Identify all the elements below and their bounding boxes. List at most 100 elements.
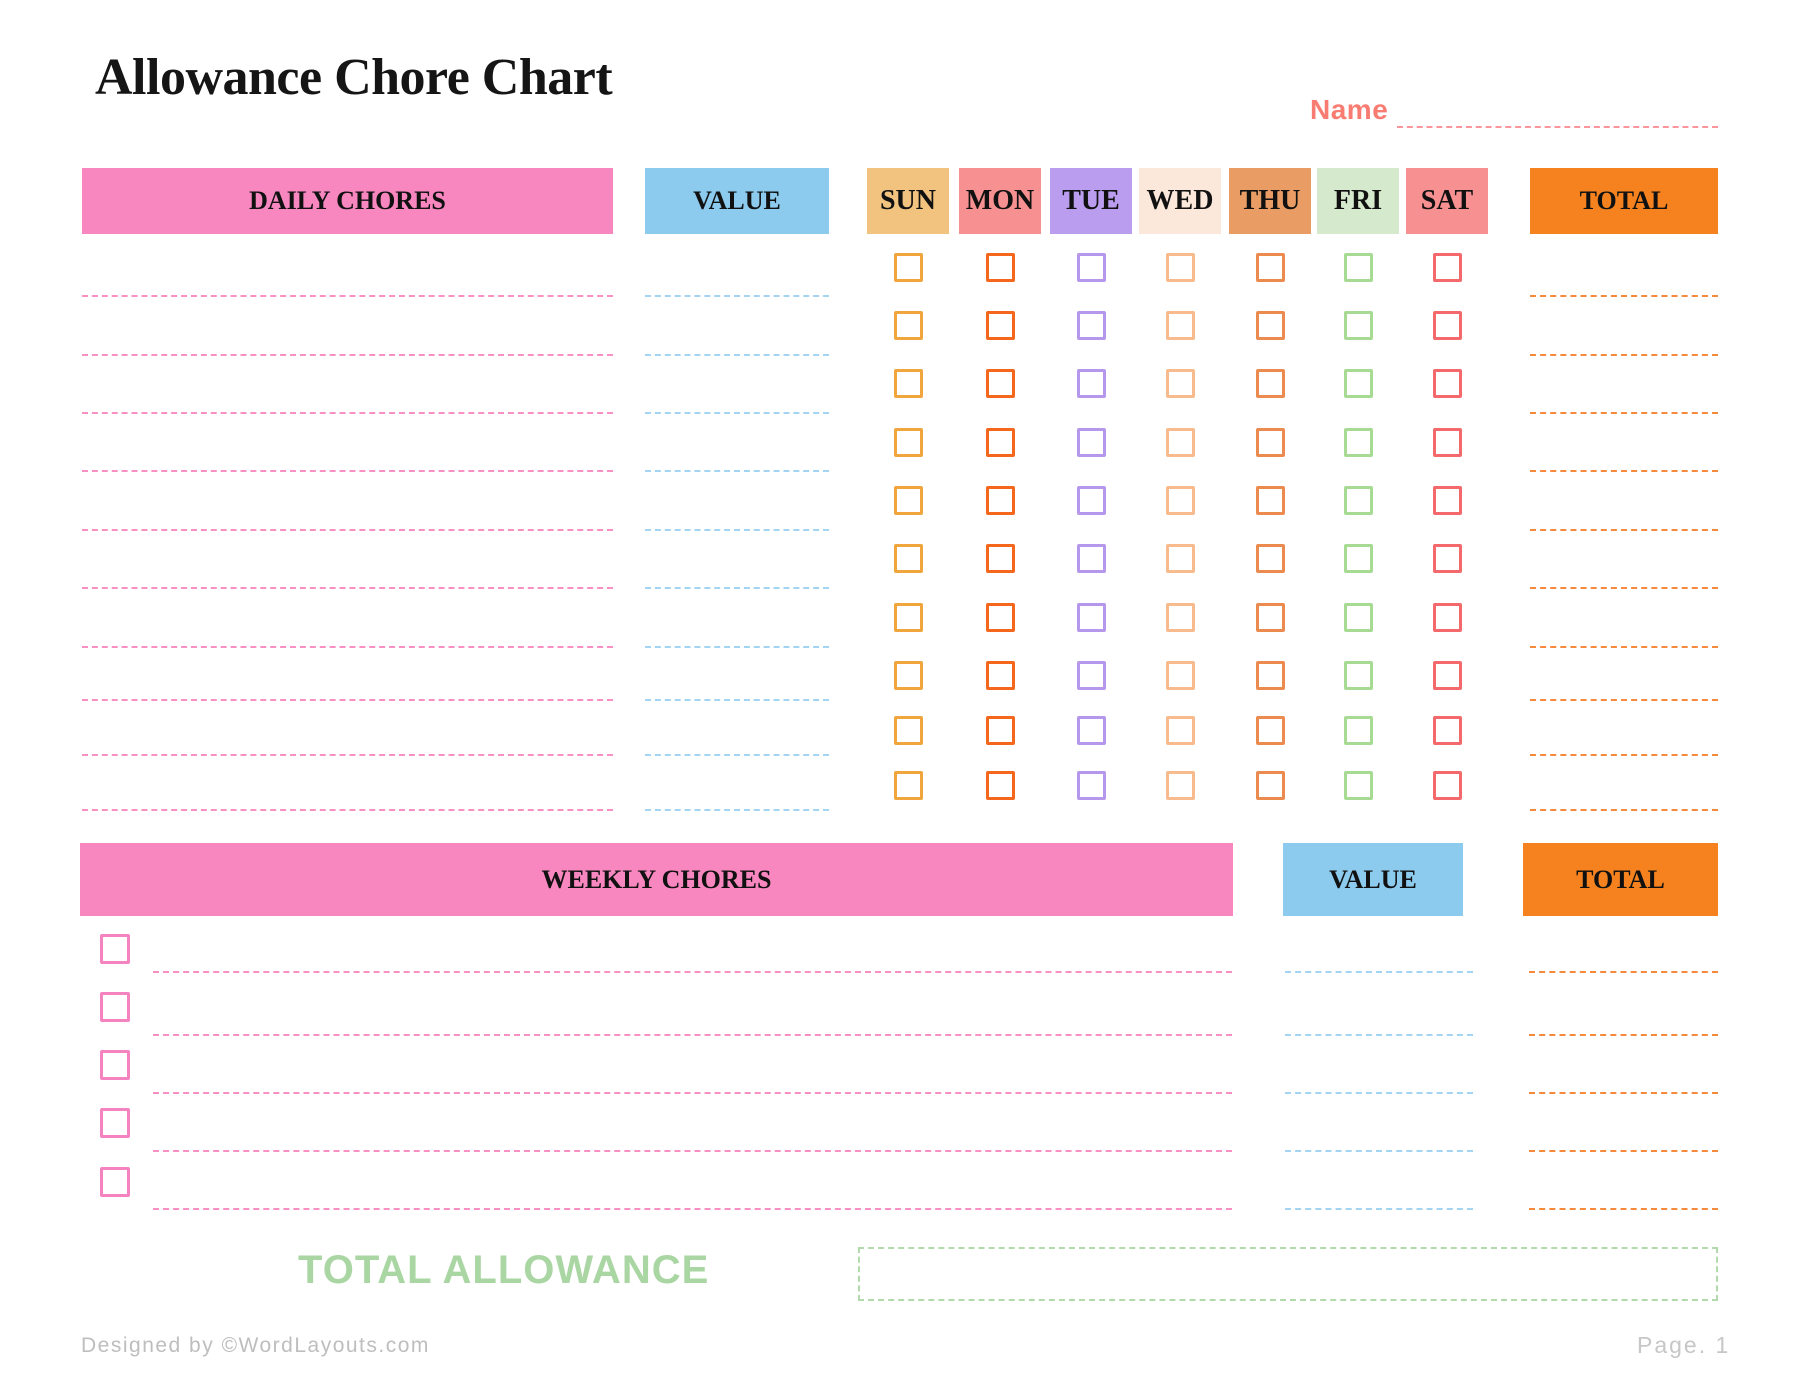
daily-value-line[interactable]	[645, 412, 829, 414]
daily-checkbox-sat-row10[interactable]	[1432, 771, 1462, 800]
daily-total-line[interactable]	[1530, 412, 1718, 414]
daily-total-line[interactable]	[1530, 699, 1718, 701]
daily-checkbox-sat-row7[interactable]	[1432, 603, 1462, 632]
daily-value-line[interactable]	[645, 699, 829, 701]
weekly-checkbox-row2[interactable]	[100, 992, 130, 1022]
daily-checkbox-thu-row5[interactable]	[1255, 486, 1285, 515]
weekly-value-line[interactable]	[1285, 1208, 1473, 1210]
weekly-chore-line[interactable]	[153, 1092, 1232, 1094]
weekly-value-line[interactable]	[1285, 971, 1473, 973]
daily-chore-line[interactable]	[82, 646, 613, 648]
daily-checkbox-fri-row3[interactable]	[1343, 369, 1373, 398]
daily-checkbox-wed-row9[interactable]	[1165, 716, 1195, 745]
weekly-value-line[interactable]	[1285, 1034, 1473, 1036]
daily-checkbox-tue-row5[interactable]	[1076, 486, 1106, 515]
daily-chore-line[interactable]	[82, 470, 613, 472]
daily-checkbox-wed-row8[interactable]	[1165, 661, 1195, 690]
daily-value-line[interactable]	[645, 754, 829, 756]
daily-checkbox-sat-row4[interactable]	[1432, 428, 1462, 457]
daily-chore-line[interactable]	[82, 529, 613, 531]
daily-checkbox-tue-row7[interactable]	[1076, 603, 1106, 632]
daily-checkbox-fri-row1[interactable]	[1343, 253, 1373, 282]
daily-checkbox-wed-row1[interactable]	[1165, 253, 1195, 282]
weekly-chore-line[interactable]	[153, 1208, 1232, 1210]
daily-checkbox-thu-row6[interactable]	[1255, 544, 1285, 573]
daily-checkbox-wed-row10[interactable]	[1165, 771, 1195, 800]
weekly-total-line[interactable]	[1529, 1034, 1718, 1036]
daily-total-line[interactable]	[1530, 295, 1718, 297]
daily-checkbox-tue-row9[interactable]	[1076, 716, 1106, 745]
daily-checkbox-wed-row4[interactable]	[1165, 428, 1195, 457]
daily-chore-line[interactable]	[82, 412, 613, 414]
weekly-total-line[interactable]	[1529, 1150, 1718, 1152]
daily-checkbox-mon-row3[interactable]	[985, 369, 1015, 398]
daily-chore-line[interactable]	[82, 809, 613, 811]
daily-checkbox-thu-row7[interactable]	[1255, 603, 1285, 632]
daily-checkbox-fri-row2[interactable]	[1343, 311, 1373, 340]
daily-checkbox-tue-row6[interactable]	[1076, 544, 1106, 573]
weekly-checkbox-row5[interactable]	[100, 1167, 130, 1197]
daily-checkbox-sun-row6[interactable]	[893, 544, 923, 573]
daily-checkbox-wed-row7[interactable]	[1165, 603, 1195, 632]
name-input-line[interactable]	[1397, 102, 1718, 128]
weekly-value-line[interactable]	[1285, 1150, 1473, 1152]
daily-checkbox-thu-row10[interactable]	[1255, 771, 1285, 800]
daily-value-line[interactable]	[645, 354, 829, 356]
daily-checkbox-sat-row9[interactable]	[1432, 716, 1462, 745]
daily-checkbox-wed-row6[interactable]	[1165, 544, 1195, 573]
daily-total-line[interactable]	[1530, 529, 1718, 531]
daily-checkbox-tue-row1[interactable]	[1076, 253, 1106, 282]
daily-checkbox-sat-row3[interactable]	[1432, 369, 1462, 398]
daily-checkbox-sun-row1[interactable]	[893, 253, 923, 282]
daily-checkbox-thu-row3[interactable]	[1255, 369, 1285, 398]
weekly-total-line[interactable]	[1529, 1092, 1718, 1094]
daily-checkbox-mon-row9[interactable]	[985, 716, 1015, 745]
weekly-chore-line[interactable]	[153, 1150, 1232, 1152]
daily-checkbox-mon-row10[interactable]	[985, 771, 1015, 800]
daily-chore-line[interactable]	[82, 295, 613, 297]
daily-value-line[interactable]	[645, 809, 829, 811]
daily-checkbox-sun-row5[interactable]	[893, 486, 923, 515]
daily-total-line[interactable]	[1530, 646, 1718, 648]
daily-chore-line[interactable]	[82, 754, 613, 756]
daily-checkbox-thu-row9[interactable]	[1255, 716, 1285, 745]
daily-chore-line[interactable]	[82, 354, 613, 356]
daily-total-line[interactable]	[1530, 587, 1718, 589]
daily-value-line[interactable]	[645, 646, 829, 648]
weekly-checkbox-row4[interactable]	[100, 1108, 130, 1138]
daily-checkbox-sun-row8[interactable]	[893, 661, 923, 690]
daily-checkbox-tue-row3[interactable]	[1076, 369, 1106, 398]
daily-checkbox-fri-row5[interactable]	[1343, 486, 1373, 515]
daily-checkbox-mon-row4[interactable]	[985, 428, 1015, 457]
daily-value-line[interactable]	[645, 529, 829, 531]
daily-checkbox-sat-row5[interactable]	[1432, 486, 1462, 515]
daily-value-line[interactable]	[645, 587, 829, 589]
daily-checkbox-mon-row1[interactable]	[985, 253, 1015, 282]
daily-total-line[interactable]	[1530, 354, 1718, 356]
weekly-total-line[interactable]	[1529, 1208, 1718, 1210]
daily-value-line[interactable]	[645, 295, 829, 297]
daily-checkbox-sun-row4[interactable]	[893, 428, 923, 457]
daily-checkbox-sat-row8[interactable]	[1432, 661, 1462, 690]
daily-checkbox-sun-row2[interactable]	[893, 311, 923, 340]
daily-checkbox-tue-row10[interactable]	[1076, 771, 1106, 800]
weekly-chore-line[interactable]	[153, 1034, 1232, 1036]
daily-chore-line[interactable]	[82, 699, 613, 701]
daily-total-line[interactable]	[1530, 809, 1718, 811]
daily-checkbox-fri-row7[interactable]	[1343, 603, 1373, 632]
total-allowance-input-box[interactable]	[858, 1247, 1718, 1301]
daily-checkbox-fri-row8[interactable]	[1343, 661, 1373, 690]
daily-checkbox-thu-row1[interactable]	[1255, 253, 1285, 282]
daily-checkbox-thu-row4[interactable]	[1255, 428, 1285, 457]
daily-total-line[interactable]	[1530, 470, 1718, 472]
daily-checkbox-sat-row6[interactable]	[1432, 544, 1462, 573]
daily-checkbox-sat-row1[interactable]	[1432, 253, 1462, 282]
weekly-checkbox-row1[interactable]	[100, 934, 130, 964]
daily-checkbox-thu-row2[interactable]	[1255, 311, 1285, 340]
daily-checkbox-tue-row2[interactable]	[1076, 311, 1106, 340]
weekly-chore-line[interactable]	[153, 971, 1232, 973]
daily-checkbox-sun-row10[interactable]	[893, 771, 923, 800]
daily-value-line[interactable]	[645, 470, 829, 472]
weekly-total-line[interactable]	[1529, 971, 1718, 973]
weekly-checkbox-row3[interactable]	[100, 1050, 130, 1080]
